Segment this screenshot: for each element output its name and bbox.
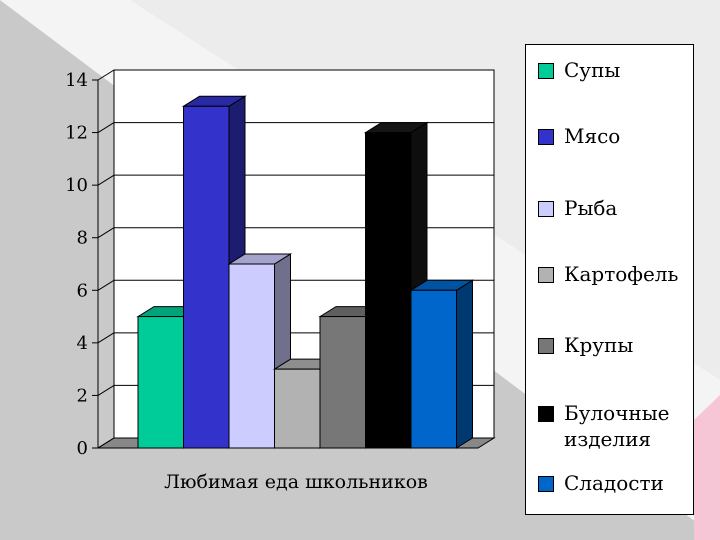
legend-swatch (538, 201, 554, 217)
bar-front-face (410, 289, 457, 449)
bar-7 (409, 279, 475, 449)
legend-label: Супы (564, 58, 621, 82)
gridline-diagonal (97, 332, 115, 344)
bar-front-face (183, 105, 230, 449)
x-axis-title: Любимая еда школьников (164, 471, 428, 493)
legend-item: Картофель (538, 261, 689, 287)
legend-item: Сладости (538, 470, 689, 496)
legend-item: Крупы (538, 332, 689, 358)
bar-front-face (137, 316, 184, 449)
legend-swatch (538, 129, 554, 145)
legend-label: Крупы (564, 333, 634, 357)
gridline-diagonal (97, 385, 115, 396)
bar-front-face (274, 368, 321, 449)
y-tick-label: 6 (77, 280, 88, 301)
legend-item: Мясо (538, 123, 689, 149)
y-tick-label: 14 (65, 70, 88, 91)
y-tick-label: 12 (65, 123, 88, 144)
legend-label: Булочные изделия (564, 401, 670, 451)
legend-swatch (538, 338, 554, 354)
bar-front-face (319, 316, 366, 449)
y-axis-ticks: 0 2 4 6 8 10 12 14 (65, 70, 99, 459)
background-pink-corner (694, 395, 720, 540)
legend-swatch (538, 406, 554, 422)
gridline-diagonal (97, 437, 115, 449)
gridline-diagonal (97, 174, 115, 186)
bar-front-face (365, 132, 412, 449)
legend-label: Рыба (564, 196, 618, 220)
legend-item: Рыба (538, 195, 689, 221)
bar-side-face (456, 279, 473, 449)
bar-front-face (228, 263, 275, 449)
y-tick-label: 10 (65, 175, 88, 196)
gridline-diagonal (97, 69, 115, 81)
legend-label: Сладости (564, 471, 664, 495)
legend-swatch (538, 476, 554, 492)
legend: Супы Мясо Рыба Картофель Крупы Булочные издел… (525, 44, 694, 515)
y-tick-label: 0 (77, 438, 88, 459)
y-tick-label: 8 (77, 228, 88, 249)
gridline-diagonal (97, 279, 115, 291)
legend-swatch (538, 63, 554, 79)
bars (136, 95, 475, 449)
legend-item: Булочные изделия (538, 400, 689, 452)
y-tick-label: 4 (77, 333, 88, 354)
legend-label: Мясо (564, 124, 621, 148)
legend-swatch (538, 267, 554, 283)
gridline-diagonal (97, 122, 115, 133)
legend-item: Супы (538, 57, 689, 83)
y-tick-label: 2 (77, 385, 88, 406)
gridline-diagonal (97, 227, 115, 239)
legend-label: Картофель (564, 262, 679, 286)
